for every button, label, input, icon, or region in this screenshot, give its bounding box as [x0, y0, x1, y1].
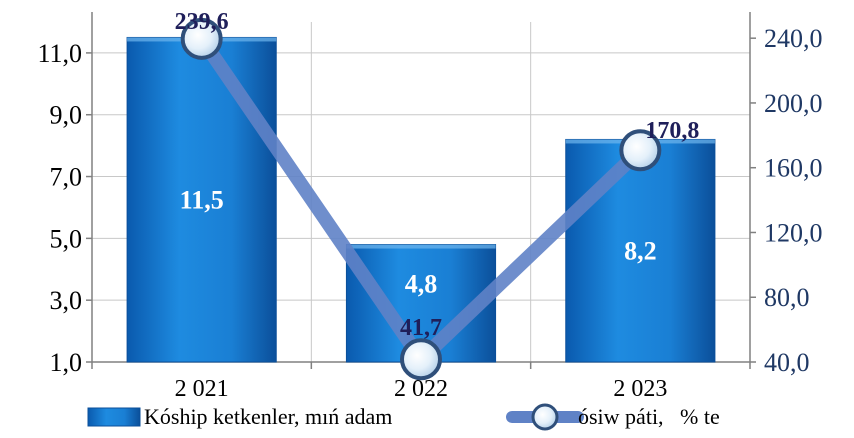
x-tick-label: 2 022 — [394, 376, 448, 402]
legend-marker-swatch — [531, 403, 559, 431]
y-right-tick-label: 240,0 — [764, 24, 823, 53]
legend-bar-swatch — [87, 407, 141, 427]
bar-value-label: 4,8 — [405, 269, 438, 298]
legend-bar-label: Kóship ketkenler, mıń adam — [144, 404, 392, 429]
legend-line-label: ósiw páti, % te — [578, 404, 720, 429]
x-tick-label: 2 023 — [613, 376, 667, 402]
line-value-label: 41,7 — [400, 315, 442, 341]
line-value-label: 239,6 — [175, 9, 229, 35]
y-right-tick-label: 200,0 — [764, 89, 823, 118]
bar-value-label: 11,5 — [180, 186, 224, 215]
y-left-tick-label: 7,0 — [50, 163, 83, 192]
y-left-tick-label: 11,0 — [37, 39, 82, 68]
legend: Kóship ketkenler, mıń adam ósiw páti, % t… — [87, 403, 720, 431]
y-left-tick-label: 5,0 — [50, 224, 83, 253]
line-value-label: 170,8 — [645, 118, 699, 144]
y-right-tick-label: 160,0 — [764, 154, 823, 183]
y-right-tick-label: 40,0 — [764, 348, 810, 377]
bar-value-label: 8,2 — [624, 237, 657, 266]
y-left-tick-label: 1,0 — [50, 348, 83, 377]
y-right-tick-label: 120,0 — [764, 218, 823, 247]
bar-series — [126, 36, 716, 363]
bar — [126, 36, 277, 363]
y-left-tick-label: 3,0 — [50, 286, 83, 315]
bar-highlight — [346, 244, 496, 249]
y-right-tick-label: 80,0 — [764, 283, 810, 312]
y-left-tick-label: 9,0 — [50, 101, 83, 130]
line-series — [180, 17, 662, 381]
x-tick-label: 2 021 — [175, 376, 229, 402]
bar — [565, 138, 716, 363]
data-labels: 11,5 4,8 8,2 239,6 41,7 170,8 — [175, 9, 700, 341]
line-marker — [400, 338, 442, 381]
line-marker — [619, 129, 662, 172]
line-marker — [180, 17, 223, 60]
